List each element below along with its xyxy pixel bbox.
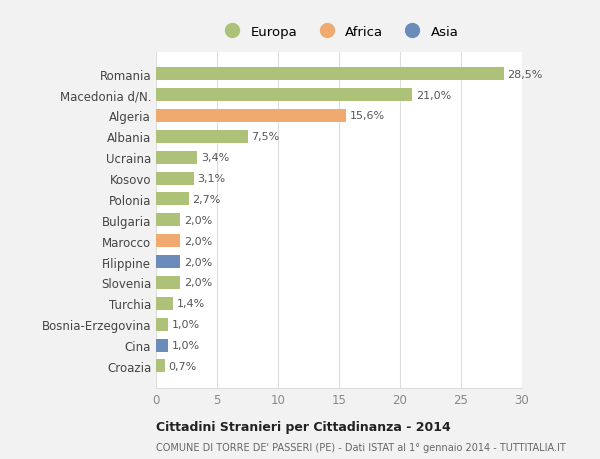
Bar: [156, 89, 412, 102]
Bar: [156, 151, 197, 164]
Bar: [156, 172, 194, 185]
Bar: [156, 256, 181, 269]
Bar: [156, 235, 181, 247]
Text: 15,6%: 15,6%: [350, 111, 385, 121]
Text: 7,5%: 7,5%: [251, 132, 280, 142]
Text: 1,0%: 1,0%: [172, 340, 200, 350]
Text: 21,0%: 21,0%: [416, 90, 451, 101]
Text: 2,0%: 2,0%: [184, 215, 212, 225]
Text: 0,7%: 0,7%: [168, 361, 196, 371]
Text: Cittadini Stranieri per Cittadinanza - 2014: Cittadini Stranieri per Cittadinanza - 2…: [156, 420, 451, 433]
Bar: [156, 339, 168, 352]
Text: 28,5%: 28,5%: [508, 69, 543, 79]
Text: 2,0%: 2,0%: [184, 236, 212, 246]
Text: 1,0%: 1,0%: [172, 319, 200, 330]
Bar: [156, 110, 346, 123]
Bar: [156, 297, 173, 310]
Bar: [156, 276, 181, 289]
Bar: [156, 193, 189, 206]
Bar: [156, 214, 181, 227]
Bar: [156, 318, 168, 331]
Legend: Europa, Africa, Asia: Europa, Africa, Asia: [215, 22, 463, 43]
Text: 3,1%: 3,1%: [197, 174, 226, 184]
Text: 1,4%: 1,4%: [177, 299, 205, 308]
Text: 2,7%: 2,7%: [193, 195, 221, 204]
Bar: [156, 360, 164, 373]
Text: 2,0%: 2,0%: [184, 257, 212, 267]
Bar: [156, 68, 504, 81]
Text: 2,0%: 2,0%: [184, 278, 212, 288]
Text: COMUNE DI TORRE DE' PASSERI (PE) - Dati ISTAT al 1° gennaio 2014 - TUTTITALIA.IT: COMUNE DI TORRE DE' PASSERI (PE) - Dati …: [156, 442, 566, 452]
Bar: [156, 130, 248, 144]
Text: 3,4%: 3,4%: [201, 153, 229, 163]
